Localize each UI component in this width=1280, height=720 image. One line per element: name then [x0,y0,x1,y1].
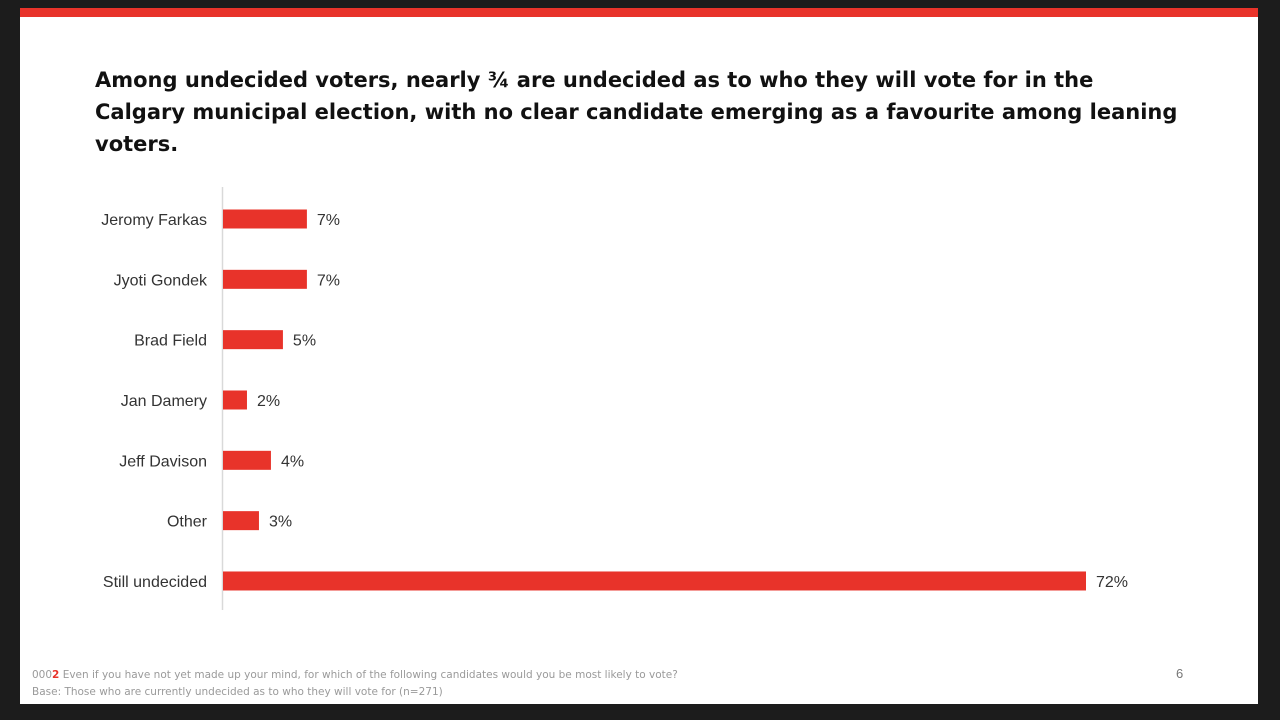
category-label: Jeff Davison [119,453,207,470]
category-label: Brad Field [134,333,207,350]
category-label: Jeromy Farkas [101,212,207,229]
page-number: 6 [1176,666,1184,681]
base-note: Base: Those who are currently undecided … [32,686,443,698]
data-label: 3% [269,514,292,531]
bar [223,571,1086,591]
category-label: Still undecided [103,574,207,591]
question-number: 2 [52,669,60,681]
top-accent-bar [20,8,1258,17]
bar [223,269,307,289]
footnote: 0002 Even if you have not yet made up yo… [32,667,678,701]
question-text: Even if you have not yet made up your mi… [59,669,678,681]
question-line: 0002 Even if you have not yet made up yo… [32,667,678,684]
data-label: 7% [317,272,340,289]
category-label: Jyoti Gondek [114,272,208,289]
data-label: 4% [281,453,304,470]
bar [223,330,283,350]
data-label: 2% [257,393,280,410]
category-label: Other [167,514,208,531]
bar [223,511,259,531]
data-label: 5% [293,333,316,350]
category-label: Jan Damery [121,393,207,410]
slide-title: Among undecided voters, nearly ¾ are und… [95,68,1178,156]
bars-group: Jeromy Farkas 7% Jyoti Gondek 7% Brad Field 5… [101,209,1128,591]
data-label: 7% [317,212,340,229]
bar [223,390,247,410]
question-prefix: 000 [32,669,53,681]
bar [223,209,307,229]
bar [223,450,271,470]
data-label: 72% [1096,574,1128,591]
